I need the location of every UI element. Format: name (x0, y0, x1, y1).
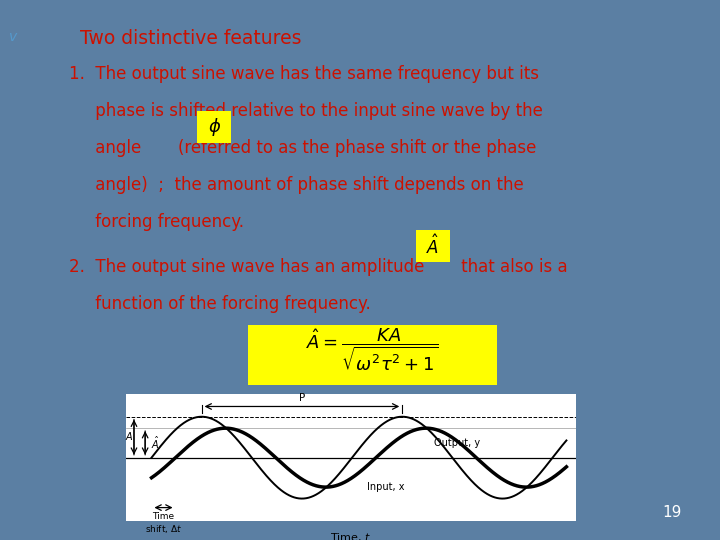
Bar (416, 231, 450, 262)
Text: Two distinctive features: Two distinctive features (79, 29, 301, 48)
Text: $\hat{A}$: $\hat{A}$ (426, 235, 439, 258)
Text: P: P (299, 393, 305, 403)
Text: Output, y: Output, y (433, 438, 480, 448)
Text: A: A (125, 432, 132, 442)
Text: Time, $t$: Time, $t$ (330, 531, 372, 540)
Text: angle       (referred to as the phase shift or the phase: angle (referred to as the phase shift or… (69, 139, 537, 157)
Text: function of the forcing frequency.: function of the forcing frequency. (69, 295, 372, 313)
Text: Time
shift, $\Delta t$: Time shift, $\Delta t$ (145, 512, 182, 535)
Bar (197, 111, 231, 143)
Text: angle)  ;  the amount of phase shift depends on the: angle) ; the amount of phase shift depen… (69, 177, 524, 194)
Text: 1.  The output sine wave has the same frequency but its: 1. The output sine wave has the same fre… (69, 65, 539, 83)
Text: $\phi$: $\phi$ (207, 116, 221, 138)
Bar (248, 326, 497, 384)
Text: $\hat{A} = \dfrac{KA}{\sqrt{\omega^2\tau^2 + 1}}$: $\hat{A} = \dfrac{KA}{\sqrt{\omega^2\tau… (306, 327, 438, 374)
Text: 2.  The output sine wave has an amplitude       that also is a: 2. The output sine wave has an amplitude… (69, 258, 568, 276)
Text: v: v (9, 30, 17, 44)
Text: forcing frequency.: forcing frequency. (69, 213, 244, 232)
Text: 19: 19 (662, 505, 682, 521)
Text: phase is shifted relative to the input sine wave by the: phase is shifted relative to the input s… (69, 102, 544, 120)
Text: $\hat{A}$: $\hat{A}$ (150, 435, 159, 451)
Text: Input, x: Input, x (367, 482, 405, 492)
